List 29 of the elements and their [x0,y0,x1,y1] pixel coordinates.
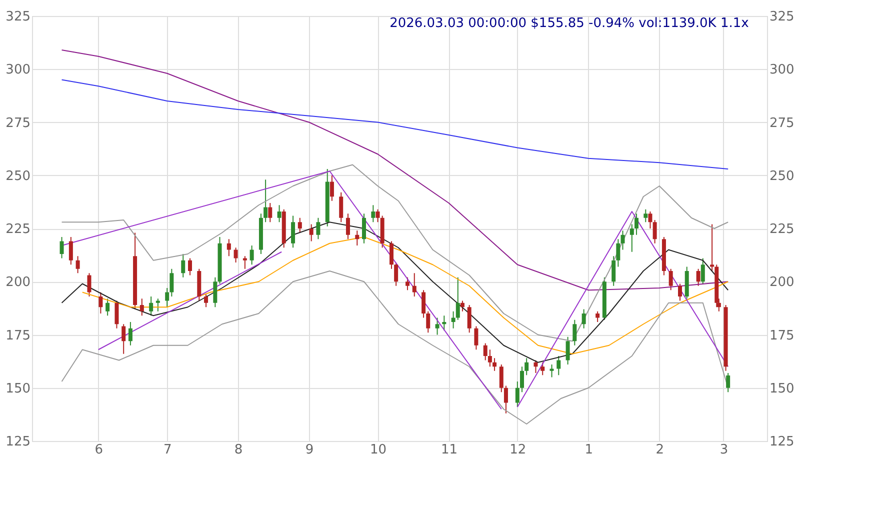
y-tick-label: 200 [6,275,30,290]
y-tick-label: 300 [6,62,30,78]
x-tick-label: 2 [656,442,664,458]
y2-tick-label: 150 [770,381,794,396]
x-tick-label: 6 [94,442,104,458]
y-tick-label: 225 [6,222,30,237]
x-tick-label: 10 [370,442,387,458]
y-tick-label: 175 [6,328,30,344]
x-tick-label: 1 [584,442,594,458]
y2-tick-label: 275 [770,116,794,131]
y2-tick-label: 200 [770,275,794,290]
y-tick-label: 250 [6,168,30,184]
x-tick-label: 7 [163,442,172,458]
y2-tick-label: 125 [770,434,794,450]
x-tick-label: 8 [234,442,243,458]
y2-tick-label: 325 [770,10,794,24]
x-tick-label: 12 [510,442,526,458]
chart-title: 2026.03.03 00:00:00 $155.85 -0.94% vol:1139.0K 1.1x [390,16,750,31]
y2-tick-label: 300 [770,62,794,78]
x-tick-label: 3 [720,442,728,458]
y2-tick-label: 175 [770,328,794,344]
x-tick-label: 11 [440,442,458,458]
y2-tick-label: 250 [770,168,794,184]
y-tick-label: 325 [6,10,30,24]
x-tick-label: 9 [305,442,314,458]
y-tick-label: 125 [6,434,30,450]
y-tick-label: 275 [6,116,30,131]
y-tick-label: 150 [6,381,30,396]
y2-tick-label: 225 [770,222,794,237]
